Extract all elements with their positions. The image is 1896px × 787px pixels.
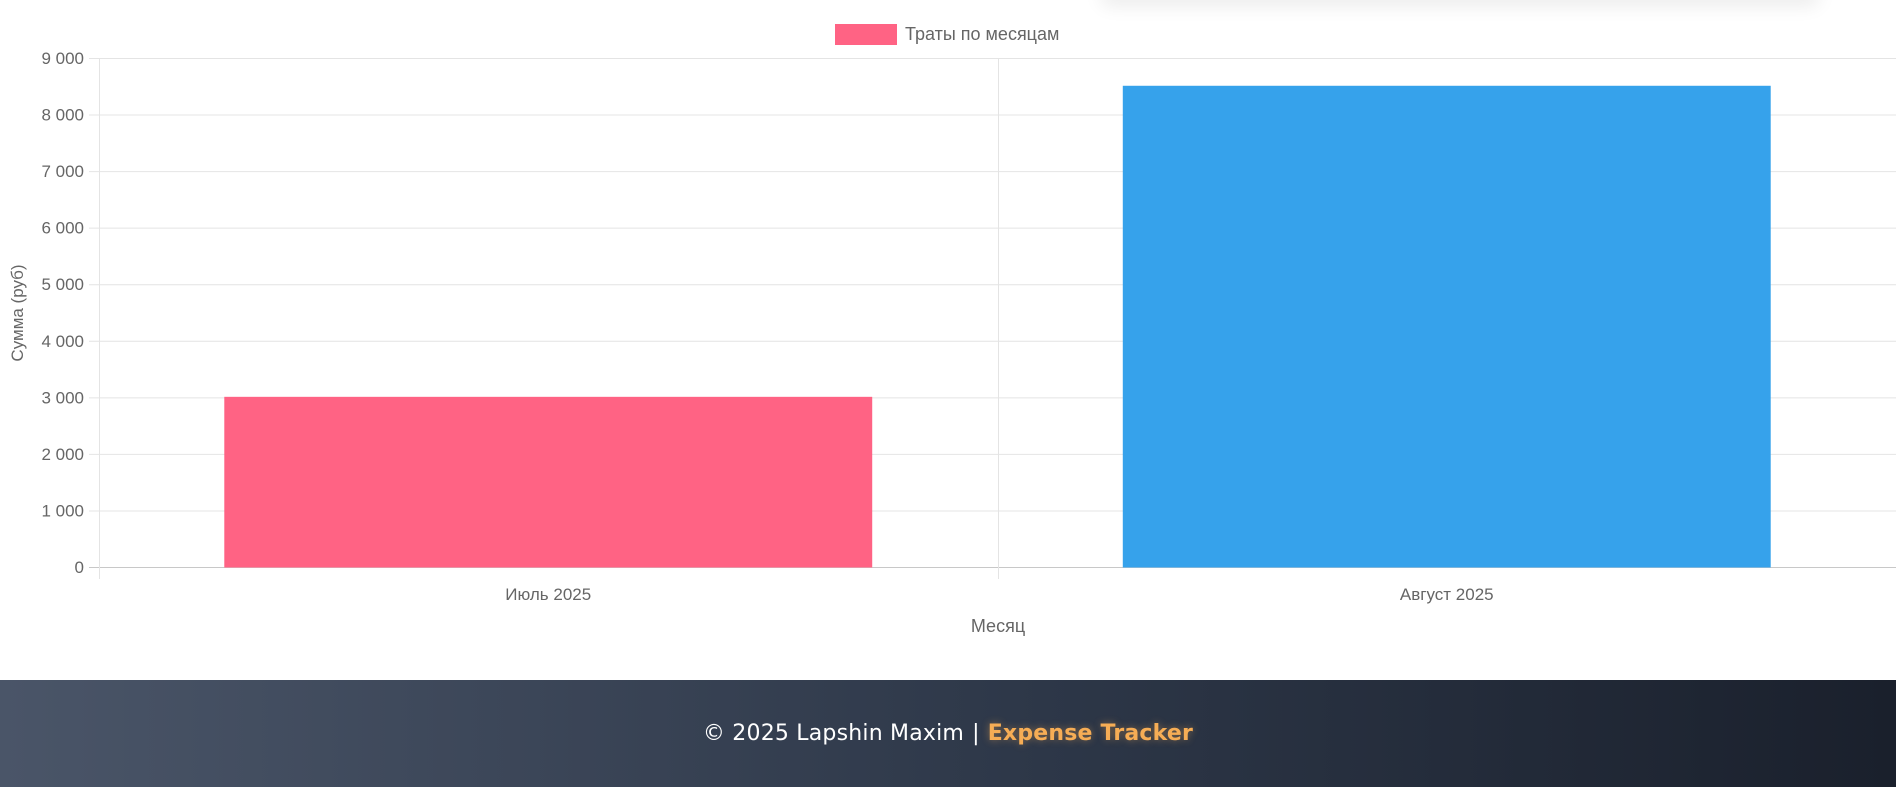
y-tick-label: 3 000 [41, 388, 84, 407]
chart-bars [224, 85, 1771, 568]
footer-copyright: © 2025 Lapshin Maxim [702, 721, 965, 746]
bar [224, 396, 873, 568]
legend-swatch[interactable] [835, 24, 897, 45]
footer-brand: Expense Tracker [987, 721, 1194, 746]
y-tick-label: 1 000 [41, 501, 84, 520]
x-axis-title: Месяц [971, 616, 1025, 636]
x-tick-label: Июль 2025 [505, 585, 591, 604]
x-tick-label: Август 2025 [1400, 585, 1494, 604]
y-axis-title: Сумма (руб) [8, 264, 27, 361]
chart-axes: 0 1 000 2 000 3 000 4 000 5 000 6 000 7 000 8 00… [41, 49, 1493, 604]
chart-card: 0 1 000 2 000 3 000 4 000 5 000 6 000 7 000 8 00… [8, 24, 1896, 636]
footer: © 2025 Lapshin Maxim | Expense Tracker [0, 680, 1896, 787]
y-tick-label: 9 000 [41, 49, 84, 68]
y-tick-label: 5 000 [41, 275, 84, 294]
footer-separator: | [972, 721, 980, 746]
bar [1122, 85, 1771, 568]
y-tick-label: 6 000 [41, 219, 84, 238]
y-tick-label: 8 000 [41, 106, 84, 125]
expenses-bar-chart: 0 1 000 2 000 3 000 4 000 5 000 6 000 7 000 8 00… [8, 24, 1896, 636]
y-tick-label: 2 000 [41, 445, 84, 464]
y-tick-label: 7 000 [41, 162, 84, 181]
chart-legend[interactable]: Траты по месяцам [835, 24, 1059, 45]
legend-label[interactable]: Траты по месяцам [905, 24, 1059, 44]
y-tick-label: 4 000 [41, 332, 84, 351]
footer-text: © 2025 Lapshin Maxim | Expense Tracker [703, 721, 1193, 746]
y-tick-label: 0 [75, 558, 84, 577]
